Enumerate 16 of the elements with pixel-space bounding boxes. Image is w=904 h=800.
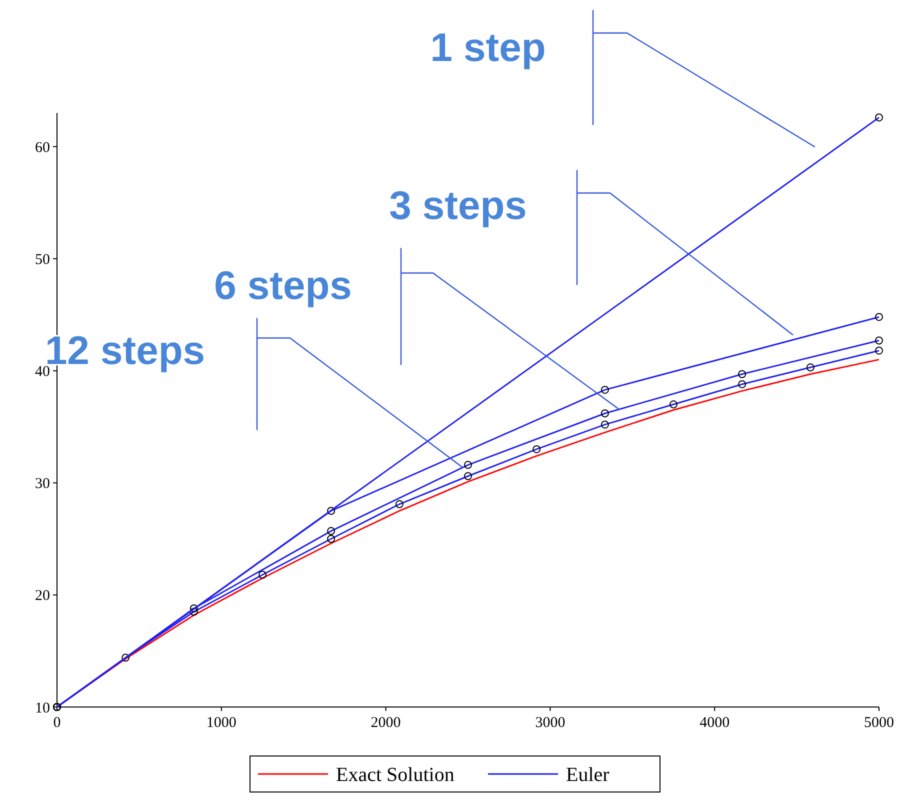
y-tick-label: 10 (35, 700, 50, 716)
y-tick-label: 60 (35, 140, 50, 156)
x-tick-label: 0 (53, 715, 61, 731)
x-tick-label: 2000 (370, 715, 401, 731)
annotation: 3 steps (389, 184, 527, 228)
legend-label: Euler (566, 764, 610, 786)
x-tick-label: 1000 (206, 715, 236, 731)
x-tick-label: 5000 (864, 715, 894, 731)
legend-label: Exact Solution (336, 764, 454, 786)
x-tick-label: 4000 (700, 715, 730, 731)
annotation: 6 steps (214, 264, 352, 308)
y-tick-label: 50 (35, 252, 50, 268)
x-tick-label: 3000 (535, 715, 566, 731)
y-tick-label: 30 (35, 476, 50, 492)
text: 1 step (430, 26, 546, 70)
y-tick-label: 20 (35, 588, 50, 604)
